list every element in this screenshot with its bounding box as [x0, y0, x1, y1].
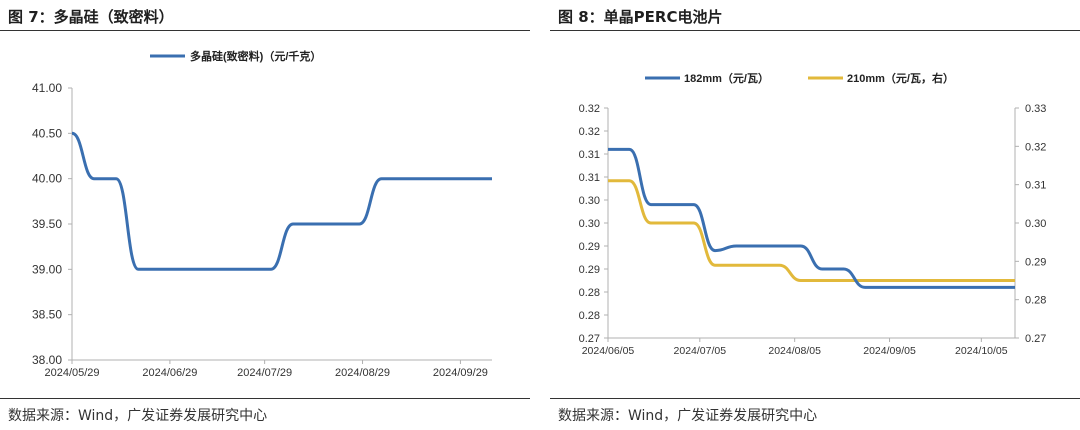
y-left-tick-label: 0.32 — [579, 126, 600, 138]
x-tick-label: 2024/08/05 — [768, 345, 821, 357]
perc-cell-price-chart: 182mm（元/瓦） 210mm（元/瓦，右） 0.27 0.28 0.28 0.29 0.… — [579, 71, 1047, 357]
y-tick-label: 38.50 — [32, 308, 62, 322]
x-tick-label: 2024/08/29 — [335, 367, 390, 379]
bottom-divider — [0, 398, 530, 399]
y-left-tick-label: 0.30 — [579, 218, 600, 230]
y-tick-label: 41.00 — [32, 81, 62, 95]
x-tick-label: 2024/10/05 — [955, 345, 1008, 357]
y-left-tick-label: 0.32 — [579, 103, 600, 115]
bottom-divider — [550, 398, 1080, 399]
x-tick-label: 2024/07/29 — [237, 367, 292, 379]
figure-7-panel: 图 7：多晶硅（致密料） 多晶硅(致密料)（元/千克） 38.00 38.50 39.… — [0, 0, 530, 430]
y-tick-label: 39.50 — [32, 217, 62, 231]
y-tick-label: 40.00 — [32, 172, 62, 186]
legend-label-210: 210mm（元/瓦，右） — [847, 71, 954, 85]
y-left-tick-label: 0.29 — [579, 264, 600, 276]
y-tick-label: 40.50 — [32, 126, 62, 140]
legend-label: 多晶硅(致密料)（元/千克） — [190, 49, 321, 63]
y-right-tick-label: 0.30 — [1025, 218, 1046, 230]
y-right-tick-label: 0.32 — [1025, 141, 1046, 153]
y-right-tick-label: 0.29 — [1025, 256, 1046, 268]
figure-8-title: 图 8：单晶PERC电池片 — [558, 8, 723, 26]
y-left-tick-label: 0.31 — [579, 149, 600, 161]
y-left-tick-label: 0.29 — [579, 241, 600, 253]
x-tick-label: 2024/06/05 — [582, 345, 635, 357]
title-divider — [550, 30, 1080, 31]
figure-7-source: 数据来源：Wind，广发证券发展研究中心 — [8, 408, 268, 424]
y-tick-label: 39.00 — [32, 262, 62, 276]
title-divider — [0, 30, 530, 31]
figure-7-title: 图 7：多晶硅（致密料） — [8, 8, 174, 26]
y-left-tick-label: 0.31 — [579, 172, 600, 184]
x-tick-label: 2024/06/29 — [142, 367, 197, 379]
y-right-tick-label: 0.27 — [1025, 333, 1046, 345]
figure-8-panel: 图 8：单晶PERC电池片 182mm（元/瓦） 210mm（元/瓦，右） 0.27… — [550, 0, 1080, 430]
x-tick-label: 2024/09/29 — [433, 367, 488, 379]
y-right-tick-label: 0.33 — [1025, 103, 1046, 115]
series-line-182mm — [607, 147, 1015, 289]
y-right-tick-label: 0.31 — [1025, 180, 1046, 192]
legend-label-182: 182mm（元/瓦） — [684, 72, 769, 85]
series-line-210mm — [608, 179, 1016, 282]
y-left-tick-label: 0.28 — [579, 310, 600, 322]
x-tick-label: 2024/07/05 — [674, 345, 727, 357]
y-right-tick-label: 0.28 — [1025, 295, 1046, 307]
series-line-polysilicon — [71, 131, 492, 271]
y-left-tick-label: 0.27 — [579, 333, 600, 345]
x-tick-label: 2024/09/05 — [863, 345, 916, 357]
figure-8-source: 数据来源：Wind，广发证券发展研究中心 — [558, 408, 818, 424]
y-tick-label: 38.00 — [32, 353, 62, 367]
polysilicon-price-chart: 多晶硅(致密料)（元/千克） 38.00 38.50 39.00 39.50 40.00 4… — [32, 49, 492, 379]
y-left-tick-label: 0.28 — [579, 287, 600, 299]
y-left-tick-label: 0.30 — [579, 195, 600, 207]
x-tick-label: 2024/05/29 — [44, 367, 99, 379]
